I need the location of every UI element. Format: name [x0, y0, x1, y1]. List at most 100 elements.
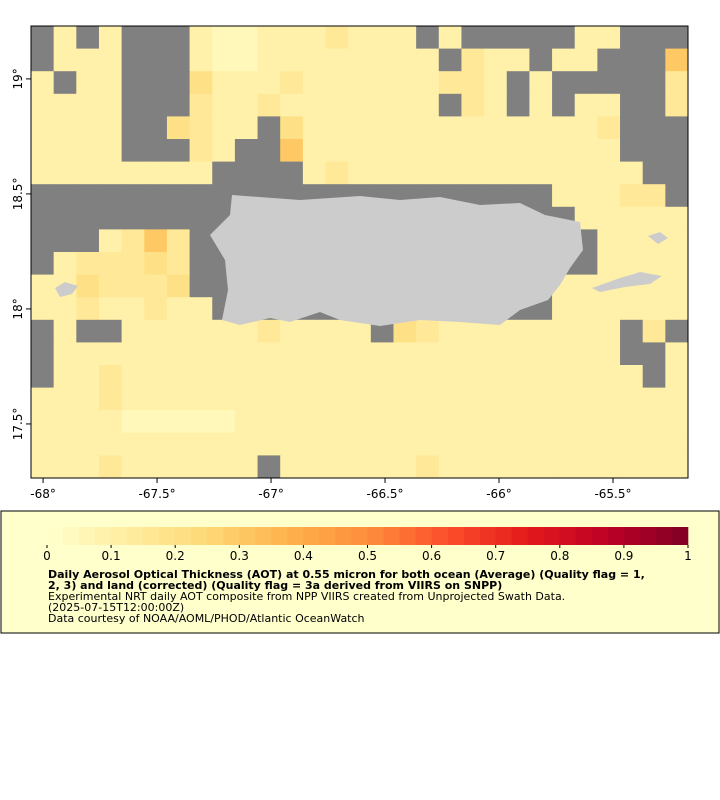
cell — [461, 432, 485, 456]
cell — [416, 161, 440, 185]
cell — [234, 116, 259, 140]
cell — [597, 139, 621, 163]
cell — [302, 432, 327, 456]
cell — [144, 274, 168, 298]
cell — [484, 387, 508, 411]
cell — [461, 48, 485, 72]
cell — [144, 252, 168, 276]
cell — [53, 139, 77, 163]
cell — [642, 252, 666, 276]
cell — [665, 229, 689, 253]
x-tick-label: -68° — [30, 487, 56, 501]
cell — [189, 342, 213, 366]
cell — [212, 387, 236, 411]
colorbar-swatch — [335, 527, 352, 545]
cell — [552, 342, 576, 366]
cell — [212, 410, 236, 434]
colorbar-swatch — [303, 527, 320, 545]
cell — [166, 48, 191, 72]
cell — [302, 387, 327, 411]
colorbar-swatch — [191, 527, 208, 545]
cell — [121, 229, 145, 253]
colorbar-swatch — [79, 527, 96, 545]
cell — [144, 184, 168, 208]
cell — [98, 229, 123, 253]
cell — [31, 93, 55, 117]
cell — [506, 319, 530, 343]
cell — [620, 297, 644, 321]
map-frame — [30, 25, 689, 479]
cell — [393, 432, 417, 456]
cell — [461, 342, 485, 366]
cell — [348, 432, 372, 456]
cell — [416, 432, 440, 456]
cell — [53, 116, 77, 140]
cell — [257, 71, 281, 95]
cell — [53, 26, 77, 50]
cell — [234, 455, 259, 479]
cell — [76, 342, 100, 366]
cell — [461, 161, 485, 185]
cell — [370, 319, 394, 343]
cell — [257, 410, 281, 434]
cell — [574, 252, 598, 276]
cell — [484, 410, 508, 434]
cell — [642, 455, 666, 479]
colorbar-swatch — [63, 527, 80, 545]
cell — [121, 252, 145, 276]
colorbar-swatch — [351, 527, 368, 545]
cell — [620, 229, 644, 253]
cell — [53, 48, 77, 72]
cell — [212, 432, 236, 456]
cell — [438, 455, 462, 479]
cell — [665, 410, 689, 434]
colorbar-swatch — [159, 527, 176, 545]
cell — [280, 342, 304, 366]
cell — [302, 116, 327, 140]
x-tick-label: -67.5° — [139, 487, 176, 501]
cell — [597, 26, 621, 50]
cell — [416, 319, 440, 343]
cell — [144, 26, 168, 50]
cell — [189, 184, 213, 208]
cell — [506, 365, 530, 389]
cell — [461, 455, 485, 479]
cell — [620, 184, 644, 208]
puerto-rico — [210, 195, 583, 326]
cell — [665, 365, 689, 389]
cell — [166, 229, 191, 253]
colorbar-tick-label: 0 — [43, 549, 51, 563]
cell — [597, 432, 621, 456]
cell — [506, 342, 530, 366]
cell — [98, 342, 123, 366]
cell — [234, 161, 259, 185]
cell — [348, 26, 372, 50]
cell — [212, 139, 236, 163]
cell — [348, 48, 372, 72]
colorbar-swatch — [111, 527, 128, 545]
cell — [98, 116, 123, 140]
cell — [234, 387, 259, 411]
cell — [574, 26, 598, 50]
cell — [166, 93, 191, 117]
cell — [31, 319, 55, 343]
cell — [529, 387, 553, 411]
cell — [552, 184, 576, 208]
cell — [144, 342, 168, 366]
cell — [280, 161, 304, 185]
cell — [665, 93, 689, 117]
cell — [529, 93, 553, 117]
cell — [53, 432, 77, 456]
cell — [529, 455, 553, 479]
cell — [31, 297, 55, 321]
cell — [31, 161, 55, 185]
cell — [98, 387, 123, 411]
cell — [76, 229, 100, 253]
cell — [665, 274, 689, 298]
cell — [189, 229, 213, 253]
cell — [234, 319, 259, 343]
cell — [98, 252, 123, 276]
cell — [189, 387, 213, 411]
cell — [76, 297, 100, 321]
